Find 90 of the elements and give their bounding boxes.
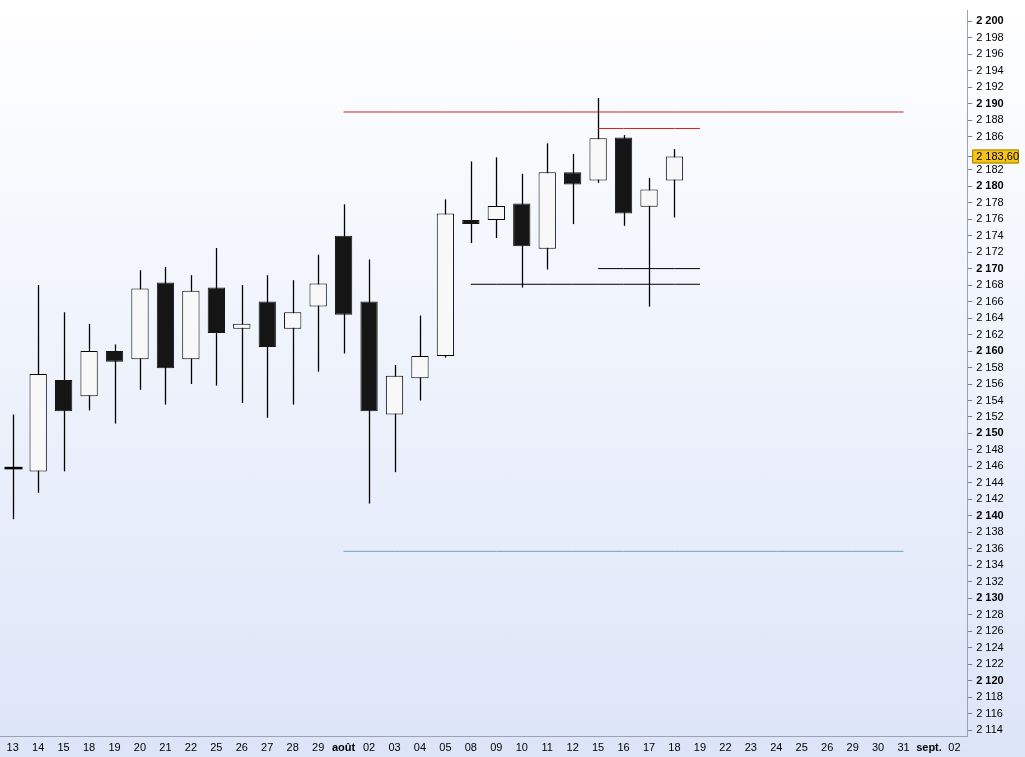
y-tick-label: 2 116 bbox=[976, 706, 1003, 719]
x-tick-label: 26 bbox=[235, 741, 248, 754]
y-tick-label: 2 162 bbox=[976, 327, 1004, 340]
y-tick-label: 2 190 bbox=[976, 96, 1004, 109]
y-tick-label: 2 168 bbox=[976, 278, 1004, 291]
y-tick-label: 2 134 bbox=[976, 558, 1004, 571]
x-tick-label: 21 bbox=[159, 741, 172, 754]
y-tick-label: 2 120 bbox=[976, 673, 1004, 686]
y-tick-label: 2 176 bbox=[976, 212, 1004, 225]
x-tick-label: 03 bbox=[388, 741, 401, 754]
x-tick-label: 29 bbox=[312, 741, 325, 754]
y-tick-label: 2 118 bbox=[976, 690, 1003, 703]
x-tick-label: 20 bbox=[133, 741, 147, 754]
y-tick-label: 2 158 bbox=[976, 360, 1004, 373]
x-tick-label: 22 bbox=[719, 741, 732, 754]
y-tick-label: 2 130 bbox=[976, 591, 1004, 604]
y-tick-label: 2 128 bbox=[976, 607, 1004, 620]
x-tick-label: 23 bbox=[744, 741, 757, 754]
x-tick-label: 19 bbox=[108, 741, 121, 754]
y-tick-label: 2 194 bbox=[976, 63, 1004, 76]
y-tick-label: 2 150 bbox=[976, 426, 1004, 439]
y-tick-label: 2 180 bbox=[976, 179, 1004, 192]
y-tick-label: 2 192 bbox=[976, 80, 1004, 93]
x-tick-label: 15 bbox=[57, 741, 70, 754]
y-tick-label: 2 188 bbox=[976, 113, 1004, 126]
x-tick-label: août bbox=[331, 741, 356, 754]
x-tick-label: 29 bbox=[846, 741, 859, 754]
y-tick-label: 2 196 bbox=[976, 47, 1004, 60]
x-tick-label: 10 bbox=[515, 741, 528, 754]
x-tick-label: 04 bbox=[413, 741, 427, 754]
x-tick-label: sept. bbox=[916, 741, 942, 754]
x-tick-label: 25 bbox=[795, 741, 808, 754]
y-tick-label: 2 170 bbox=[976, 261, 1004, 274]
y-tick-label: 2 182 bbox=[976, 162, 1004, 175]
y-tick-label: 2 200 bbox=[976, 14, 1004, 27]
x-tick-label: 31 bbox=[897, 741, 910, 754]
candlestick bbox=[665, 148, 684, 219]
candlestick bbox=[233, 284, 251, 404]
y-tick-label: 2 138 bbox=[976, 525, 1004, 538]
x-tick-label: 28 bbox=[286, 741, 299, 754]
x-tick-label: 17 bbox=[642, 741, 656, 754]
y-tick-label: 2 156 bbox=[976, 377, 1004, 390]
x-tick-label: 18 bbox=[82, 741, 96, 754]
x-tick-label: 14 bbox=[32, 741, 45, 754]
x-tick-label: 18 bbox=[668, 741, 681, 754]
x-tick-label: 12 bbox=[566, 741, 579, 754]
y-tick-label: 2 146 bbox=[976, 459, 1004, 472]
candlestick bbox=[411, 314, 429, 402]
y-tick-label: 2 148 bbox=[976, 442, 1004, 455]
y-tick-label: 2 132 bbox=[976, 574, 1004, 587]
y-tick-label: 2 114 bbox=[976, 723, 1003, 736]
y-tick-label: 2 136 bbox=[976, 541, 1004, 554]
x-tick-label: 16 bbox=[617, 741, 630, 754]
x-tick-label: 05 bbox=[439, 741, 452, 754]
x-tick-label: 19 bbox=[693, 741, 707, 754]
y-tick-label: 2 122 bbox=[976, 657, 1004, 670]
x-tick-label: 24 bbox=[770, 741, 783, 754]
y-tick-label: 2 140 bbox=[976, 508, 1004, 521]
x-tick-label: 26 bbox=[821, 741, 834, 754]
x-tick-label: 08 bbox=[464, 741, 477, 754]
x-tick-label: 11 bbox=[541, 741, 553, 754]
x-tick-label: 02 bbox=[362, 741, 376, 754]
y-tick-label: 2 166 bbox=[976, 294, 1004, 307]
y-tick-label: 2 124 bbox=[976, 640, 1004, 653]
y-tick-label: 2 183,60 bbox=[976, 149, 1020, 162]
y-tick-label: 2 172 bbox=[976, 245, 1004, 258]
y-tick-label: 2 164 bbox=[976, 311, 1004, 324]
x-tick-label: 13 bbox=[6, 741, 19, 754]
y-tick-label: 2 186 bbox=[976, 129, 1004, 142]
y-tick-label: 2 126 bbox=[976, 624, 1004, 637]
x-tick-label: 09 bbox=[490, 741, 503, 754]
y-tick-label: 2 178 bbox=[976, 195, 1004, 208]
candlestick bbox=[564, 153, 582, 225]
y-tick-label: 2 174 bbox=[976, 228, 1004, 241]
x-tick-label: 25 bbox=[210, 741, 223, 754]
y-tick-label: 2 160 bbox=[976, 344, 1004, 357]
x-tick-label: 27 bbox=[261, 741, 274, 754]
y-tick-label: 2 154 bbox=[976, 393, 1004, 406]
candlestick bbox=[105, 343, 124, 425]
candlestick bbox=[462, 160, 480, 244]
x-tick-label: 22 bbox=[184, 741, 198, 754]
y-tick-label: 2 144 bbox=[976, 475, 1004, 488]
candlestick bbox=[284, 279, 302, 406]
y-tick-label: 2 142 bbox=[976, 492, 1004, 505]
y-tick-label: 2 198 bbox=[976, 30, 1004, 43]
x-tick-label: 15 bbox=[592, 741, 605, 754]
x-tick-label: 30 bbox=[871, 741, 885, 754]
candlestick bbox=[309, 253, 327, 373]
y-tick-label: 2 152 bbox=[976, 410, 1004, 423]
x-tick-label: 02 bbox=[948, 741, 961, 754]
